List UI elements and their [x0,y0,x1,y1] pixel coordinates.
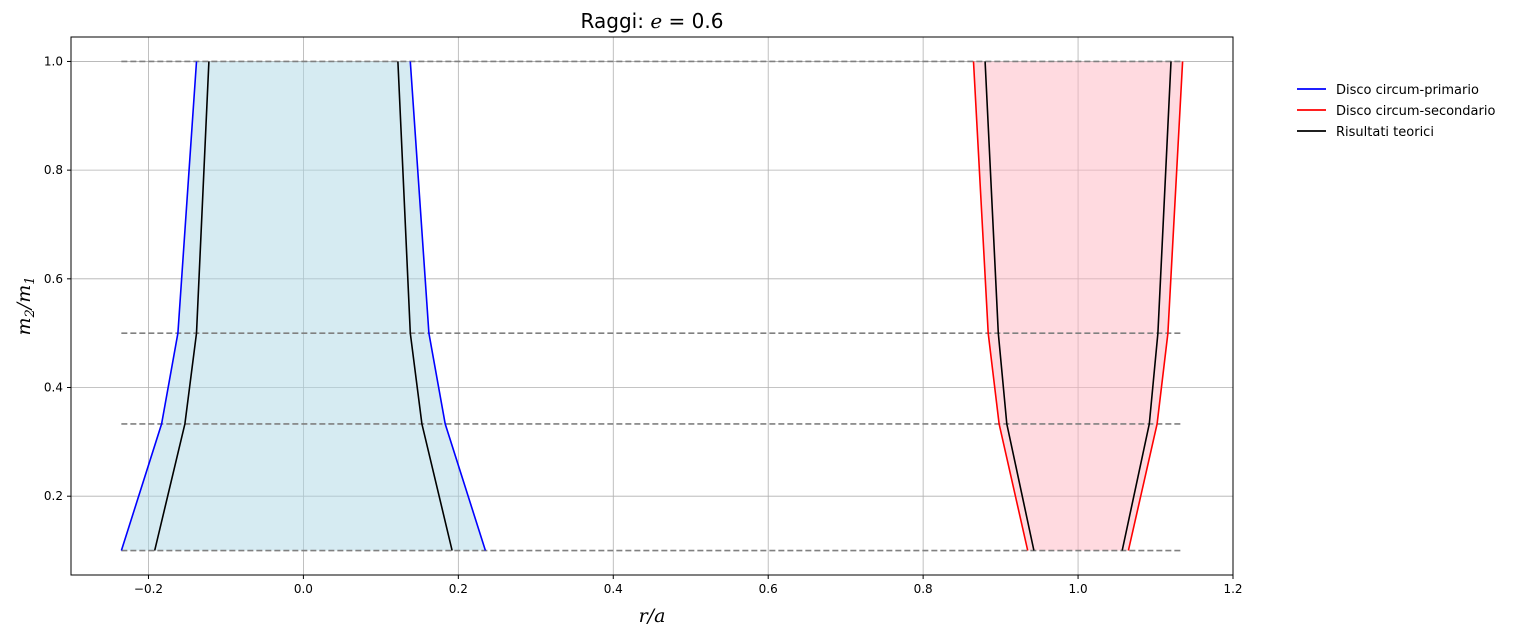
x-tick-label: −0.2 [134,582,163,596]
x-tick-label: 0.0 [294,582,313,596]
series-teorici-right [397,61,453,551]
legend-label: Risultati teorici [1336,125,1434,140]
series-teorici-left [153,61,210,551]
legend: Disco circum-primario Disco circum-second… [1297,83,1495,140]
x-tick-label: 0.2 [449,582,468,596]
x-tick-label: 0.6 [759,582,778,596]
legend-label: Disco circum-secondario [1336,104,1495,119]
legend-label: Disco circum-primario [1336,83,1479,98]
y-tick-label: 0.8 [44,163,63,177]
x-tick-label: 0.8 [914,582,933,596]
y-tick-label: 0.6 [44,272,63,286]
y-axis-label: m2/m1 [13,276,38,335]
y-tick-label: 0.4 [44,381,63,395]
fill-circum-secondario [973,61,1183,551]
x-tick-label: 1.0 [1069,582,1088,596]
series-teorici-left2 [984,61,1035,551]
series-primario-right [409,61,487,551]
y-tick-label: 1.0 [44,54,63,68]
x-tick-label: 0.4 [604,582,623,596]
series-teorici-right2 [1121,61,1172,551]
x-tick-label: 1.2 [1223,582,1242,596]
x-axis-label: r/a [639,605,666,627]
series-secondario-left [972,61,1029,551]
chart-title: Raggi: e = 0.6 [581,9,724,33]
fill-circum-primario [121,61,486,551]
y-tick-label: 0.2 [44,489,63,503]
plot-frame [70,36,1234,576]
series-primario-left [120,61,198,551]
series-secondario-right [1127,61,1184,551]
